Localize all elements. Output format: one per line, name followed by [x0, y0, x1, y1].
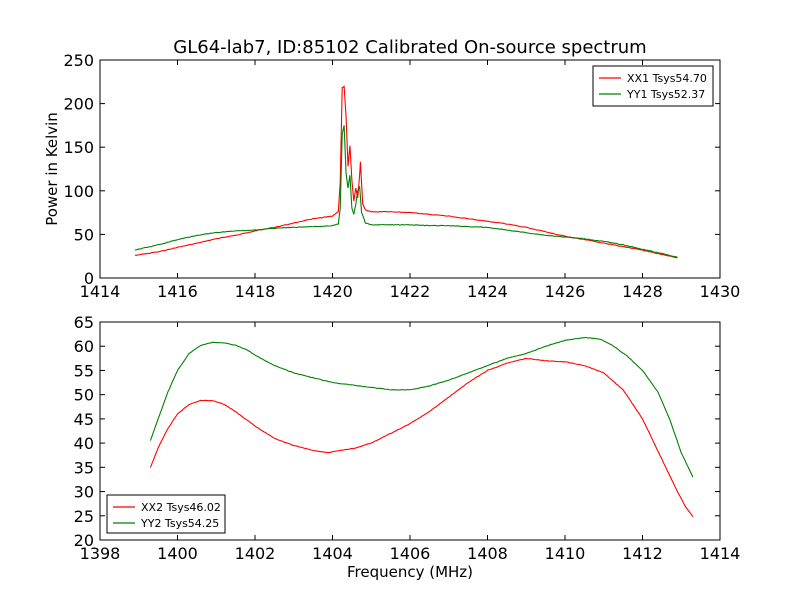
bottom-y-tick-label: 60 — [74, 337, 94, 356]
top-series-line-1 — [134, 85, 678, 259]
bottom-spectrum-panel: Frequency (MHz) 1398 1400 1402 1404 1406 1408… — [74, 313, 741, 581]
top-y-tick-label: 250 — [63, 51, 94, 70]
bottom-series-line-2 — [149, 336, 694, 478]
top-x-tick-label: 1426 — [545, 282, 586, 301]
top-legend-box — [592, 65, 714, 107]
top-spectrum-panel: GL64-lab7, ID:85102 Calibrated On-source… — [43, 37, 740, 301]
top-x-tick-label: 1428 — [622, 282, 663, 301]
top-y-tick-label: 200 — [63, 95, 94, 114]
top-y-tick-label: 100 — [63, 182, 94, 201]
top-x-tick-label: 1424 — [467, 282, 508, 301]
bottom-x-tick-label: 1414 — [700, 544, 741, 563]
bottom-legend: XX2 Tsys46.02 YY2 Tsys54.25 — [106, 494, 226, 534]
bottom-x-tick-label: 1408 — [467, 544, 508, 563]
bottom-x-tick-label: 1410 — [545, 544, 586, 563]
bottom-plot-area: 1398 1400 1402 1404 1406 1408 1410 1412 1414 20 25… — [74, 313, 741, 563]
bottom-y-tick-label: 35 — [74, 458, 94, 477]
top-x-tick-label: 1414 — [80, 282, 121, 301]
bottom-y-tick-label: 45 — [74, 410, 94, 429]
bottom-y-tick-label: 40 — [74, 434, 94, 453]
bottom-y-tick-label: 25 — [74, 507, 94, 526]
top-y-tick-label: 150 — [63, 138, 94, 157]
top-series-line-2 — [134, 125, 678, 258]
bottom-x-tick-label: 1404 — [312, 544, 353, 563]
top-legend-label-2: YY1 Tsys52.37 — [626, 88, 705, 101]
y-axis-label: Power in Kelvin — [43, 112, 61, 226]
top-x-tick-label: 1420 — [312, 282, 353, 301]
top-plot-area: 1414 1416 1418 1420 1422 1424 1426 1428 1430 0 50 1… — [63, 51, 740, 301]
bottom-y-tick-label: 30 — [74, 483, 94, 502]
top-legend-label-1: XX1 Tsys54.70 — [627, 72, 707, 85]
bottom-y-tick-label: 20 — [74, 531, 94, 550]
top-y-tick-label: 50 — [74, 225, 94, 244]
top-x-tick-label: 1430 — [700, 282, 741, 301]
bottom-legend-label-2: YY2 Tsys54.25 — [140, 517, 219, 530]
bottom-y-tick-label: 65 — [74, 313, 94, 332]
chart-title: GL64-lab7, ID:85102 Calibrated On-source… — [173, 37, 646, 58]
x-axis-label: Frequency (MHz) — [347, 563, 473, 581]
bottom-y-tick-label: 50 — [74, 386, 94, 405]
top-legend: XX1 Tsys54.70 YY1 Tsys52.37 — [592, 65, 714, 107]
top-series-group — [134, 85, 678, 259]
top-x-tick-label: 1416 — [157, 282, 198, 301]
bottom-x-tick-label: 1402 — [235, 544, 276, 563]
bottom-x-tick-label: 1406 — [390, 544, 431, 563]
top-y-tick-label: 0 — [84, 269, 94, 288]
bottom-legend-box — [106, 494, 226, 534]
bottom-legend-label-1: XX2 Tsys46.02 — [141, 501, 221, 514]
bottom-series-line-1 — [149, 357, 694, 518]
top-x-tick-label: 1422 — [390, 282, 431, 301]
bottom-x-tick-label: 1400 — [157, 544, 198, 563]
bottom-y-tick-label: 55 — [74, 361, 94, 380]
top-x-tick-label: 1418 — [235, 282, 276, 301]
bottom-series-group — [149, 336, 694, 518]
bottom-x-tick-label: 1412 — [622, 544, 663, 563]
bottom-x-tick-label: 1398 — [80, 544, 121, 563]
